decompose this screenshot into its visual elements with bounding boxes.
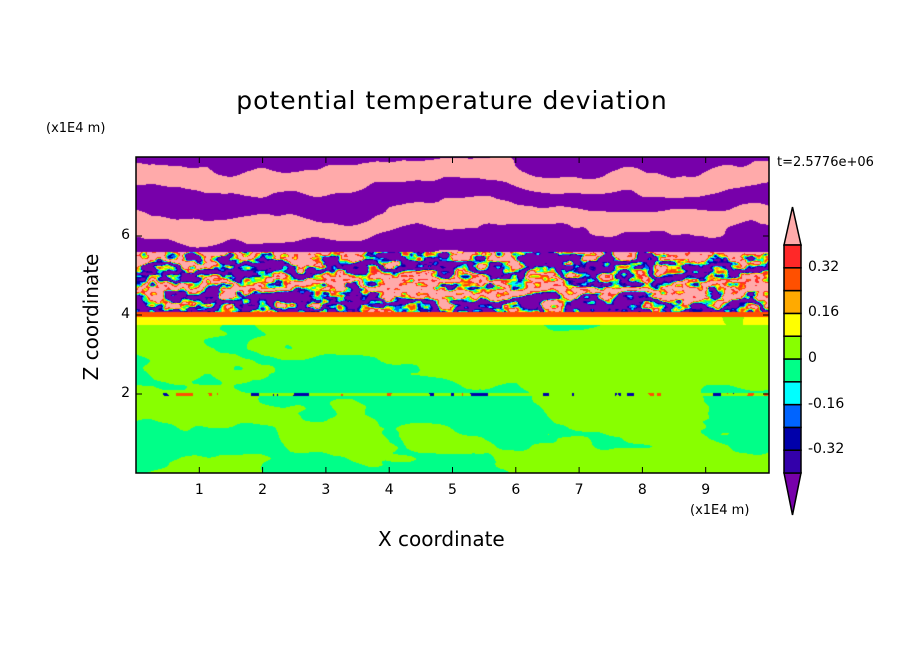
x-tick-label: 7 [574, 482, 584, 498]
x-tick-label: 3 [321, 482, 331, 498]
colorbar-swatch [783, 312, 802, 337]
colorbar-label: 0.16 [808, 304, 840, 321]
colorbar-swatch [783, 381, 802, 406]
x-tick-label: 4 [384, 482, 394, 498]
x-tick-label: 1 [194, 482, 204, 498]
time-label: t=2.5776e+06 [777, 155, 874, 170]
colorbar-under-triangle [783, 472, 802, 516]
colorbar-swatch [783, 335, 802, 360]
colorbar-label: -0.32 [808, 441, 845, 458]
colorbar-swatch [783, 403, 802, 429]
plot-frame [135, 156, 770, 474]
contour-field [136, 157, 769, 473]
colorbar-swatch [783, 426, 802, 451]
y-tick-label: 2 [121, 385, 130, 401]
x-unit-label: (x1E4 m) [690, 503, 750, 518]
colorbar-swatch [783, 358, 802, 383]
x-axis-label: X coordinate [378, 527, 505, 551]
y-tick-label: 6 [121, 227, 130, 243]
colorbar-swatch [783, 267, 802, 292]
x-tick-label: 5 [448, 482, 457, 498]
y-unit-label: (x1E4 m) [46, 121, 106, 136]
colorbar-swatch [783, 449, 802, 474]
colorbar-swatch [783, 289, 802, 315]
colorbar-label: 0.32 [808, 258, 840, 275]
x-tick-label: 6 [511, 482, 521, 498]
chart-title: potential temperature deviation [236, 86, 668, 115]
x-tick-label: 2 [258, 482, 268, 498]
y-tick-label: 4 [121, 306, 130, 322]
x-tick-label: 8 [637, 482, 647, 498]
colorbar-label: 0 [808, 350, 817, 366]
colorbar-over-triangle [783, 206, 802, 246]
colorbar-label: -0.16 [808, 395, 845, 412]
colorbar-swatch [783, 244, 802, 269]
x-tick-label: 9 [701, 482, 711, 498]
